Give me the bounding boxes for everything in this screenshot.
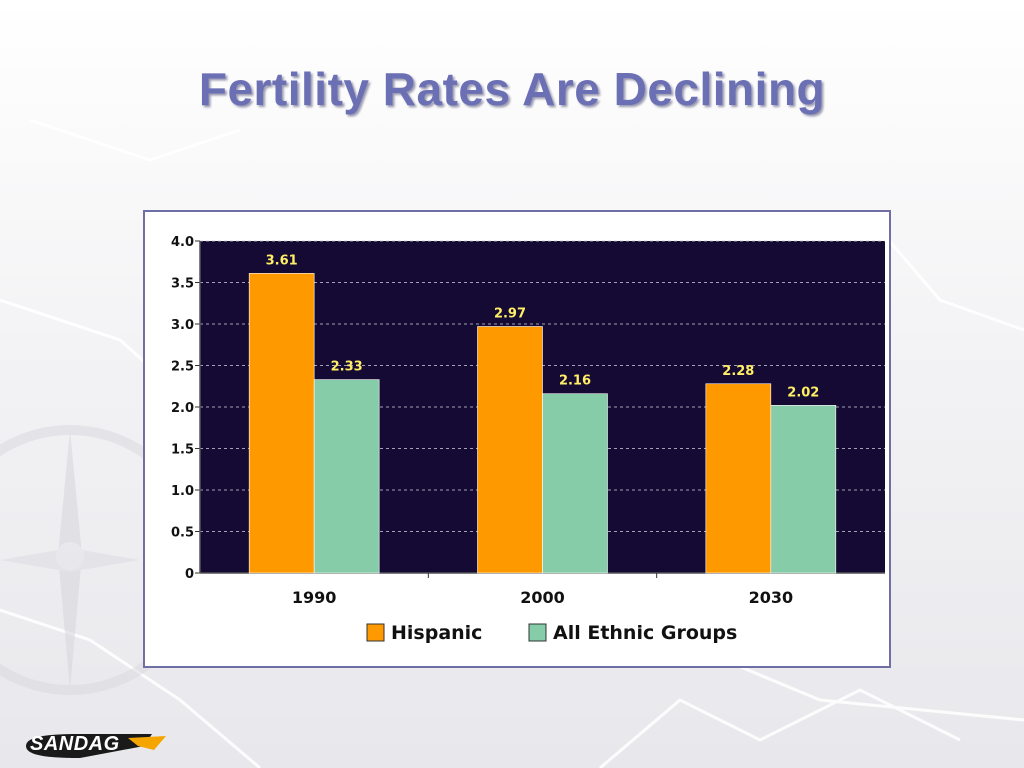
legend-label: All Ethnic Groups <box>553 622 737 644</box>
bar-hispanic-1990 <box>248 273 315 574</box>
bar-all-ethnic-groups-1990 <box>313 379 380 574</box>
x-tick-label: 2030 <box>749 588 794 607</box>
y-tick-label: 2.5 <box>171 360 194 375</box>
logo-swoosh-icon <box>26 734 166 758</box>
y-tick-label: 1.5 <box>171 443 194 458</box>
logo-text: SANDAG <box>30 733 120 755</box>
x-tick-label: 2000 <box>520 588 565 607</box>
legend-swatch <box>366 623 385 642</box>
y-tick-label: 4.0 <box>171 235 194 250</box>
y-tick-label: 0.5 <box>171 526 194 541</box>
data-label: 2.02 <box>787 385 819 400</box>
y-tick-label: 2.0 <box>171 401 194 416</box>
slide-title: Fertility Rates Are Declining <box>198 63 826 115</box>
sandag-logo: SANDAG <box>20 730 170 762</box>
data-label: 2.33 <box>331 360 363 375</box>
data-label: 2.97 <box>494 306 526 321</box>
y-tick-label: 3.5 <box>171 277 194 292</box>
bar-hispanic-2030 <box>705 383 772 574</box>
y-tick-label: 0 <box>185 567 194 582</box>
chart-frame: 0 0.5 1.0 1.5 2.0 2.5 3.0 3.5 4.0 3.61 2.33 1990 2.9… <box>143 210 891 668</box>
legend-swatch <box>528 623 547 642</box>
data-label: 3.61 <box>266 253 298 268</box>
bar-hispanic-2000 <box>477 326 543 574</box>
y-tick-label: 1.0 <box>171 484 194 499</box>
bar-all-ethnic-groups-2030 <box>770 405 837 574</box>
data-label: 2.28 <box>722 364 754 379</box>
data-label: 2.16 <box>559 374 591 389</box>
legend-label: Hispanic <box>391 622 482 644</box>
bar-chart: 0 0.5 1.0 1.5 2.0 2.5 3.0 3.5 4.0 3.61 2.33 1990 2.9… <box>171 235 885 644</box>
bar-all-ethnic-groups-2000 <box>542 393 608 574</box>
y-tick-label: 3.0 <box>171 318 194 333</box>
x-tick-label: 1990 <box>292 588 337 607</box>
